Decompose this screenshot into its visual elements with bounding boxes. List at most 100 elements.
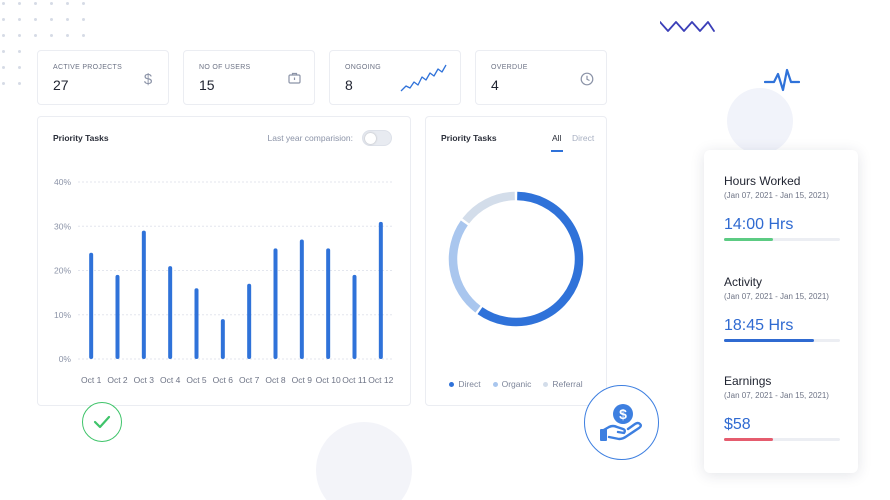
x-tick-label: Oct 10: [316, 375, 341, 385]
decorative-dot: [82, 34, 85, 37]
stat-value: 8: [345, 77, 353, 93]
bar: [89, 252, 94, 359]
section-value: 18:45 Hrs: [724, 317, 794, 334]
bar: [299, 239, 304, 359]
stat-card-users[interactable]: NO OF USERS 15: [183, 50, 315, 105]
legend-item: Referral: [543, 379, 583, 389]
bar: [352, 274, 357, 359]
decorative-dot: [18, 82, 21, 85]
decorative-dot: [50, 34, 53, 37]
decorative-dot: [2, 66, 5, 69]
decorative-dot: [2, 34, 5, 37]
summary-card: Hours Worked (Jan 07, 2021 - Jan 15, 202…: [704, 150, 858, 473]
progress-fill: [724, 438, 773, 441]
decorative-dot: [34, 2, 37, 5]
x-tick-label: Oct 8: [265, 375, 286, 385]
donut-slice-organic: [448, 220, 481, 313]
x-tick-label: Oct 9: [292, 375, 313, 385]
bar: [247, 283, 252, 359]
decorative-dot-grid: [2, 2, 92, 102]
x-tick-label: Oct 11: [342, 375, 367, 385]
money-hand-badge: $: [584, 385, 659, 460]
legend-item: Direct: [449, 379, 481, 389]
tab-all[interactable]: All: [552, 133, 562, 143]
y-tick-label: 10%: [54, 310, 71, 320]
section-date-range: (Jan 07, 2021 - Jan 15, 2021): [724, 391, 829, 400]
progress-track: [724, 339, 840, 342]
bar-chart: 0% 10% 20% 30% 40% Oct 1 Oct 2 Oct 3 Oct 4 Oct 5 O…: [54, 177, 394, 385]
progress-track: [724, 438, 840, 441]
decorative-dot: [2, 82, 5, 85]
comparison-label: Last year comparision:: [267, 133, 353, 143]
donut-chart: [448, 191, 584, 327]
bar: [220, 319, 225, 359]
check-icon: [93, 415, 111, 429]
progress-track: [724, 238, 840, 241]
wave-decoration-icon: [660, 21, 715, 32]
svg-text:$: $: [144, 71, 153, 87]
x-tick-label: Oct 6: [213, 375, 234, 385]
x-tick-label: Oct 7: [239, 375, 260, 385]
decorative-dot: [82, 2, 85, 5]
legend-swatch: [543, 381, 549, 387]
stat-card-active-projects[interactable]: ACTIVE PROJECTS 27 $: [37, 50, 169, 105]
x-tick-label: Oct 2: [107, 375, 128, 385]
dollar-icon: $: [144, 71, 153, 87]
hand-holding-dollar-icon: $: [599, 403, 642, 441]
decorative-dot: [82, 18, 85, 21]
stat-label: NO OF USERS: [199, 64, 251, 71]
donut-legend: Direct Organic Referral: [426, 379, 606, 389]
progress-fill: [724, 339, 815, 342]
progress-fill: [724, 238, 773, 241]
decorative-dot: [2, 18, 5, 21]
decorative-dot: [34, 18, 37, 21]
stat-label: OVERDUE: [491, 64, 528, 71]
decorative-dot: [18, 2, 21, 5]
trend-line-icon: [400, 64, 447, 92]
decorative-dot: [66, 18, 69, 21]
decorative-dot: [66, 34, 69, 37]
panel-title: Priority Tasks: [53, 133, 109, 143]
x-tick-label: Oct 5: [186, 375, 207, 385]
donut-slice-direct: [477, 191, 584, 327]
bar: [378, 221, 383, 359]
stat-value: 15: [199, 77, 215, 93]
stat-value: 4: [491, 77, 499, 93]
decorative-circle: [727, 88, 793, 154]
bar: [141, 230, 146, 359]
section-date-range: (Jan 07, 2021 - Jan 15, 2021): [724, 292, 829, 301]
legend-swatch: [449, 381, 455, 387]
decorative-dot: [18, 18, 21, 21]
panel-title: Priority Tasks: [441, 133, 497, 143]
stat-card-ongoing[interactable]: ONGOING 8: [329, 50, 461, 105]
section-title: Activity: [724, 275, 763, 289]
clock-icon: [580, 72, 594, 86]
stat-card-overdue[interactable]: OVERDUE 4: [475, 50, 607, 105]
decorative-dot: [50, 18, 53, 21]
section-date-range: (Jan 07, 2021 - Jan 15, 2021): [724, 191, 829, 200]
priority-tasks-donut-panel: Priority Tasks All Direct Direct Organic R…: [425, 116, 607, 406]
stat-label: ONGOING: [345, 64, 381, 71]
y-tick-label: 20%: [54, 266, 71, 276]
decorative-dot: [18, 50, 21, 53]
decorative-dot: [50, 2, 53, 5]
active-tab-underline: [551, 150, 563, 152]
section-value: $58: [724, 416, 751, 433]
y-tick-label: 0%: [59, 354, 72, 364]
legend-label: Direct: [458, 379, 481, 389]
decorative-dot: [18, 66, 21, 69]
section-title: Hours Worked: [724, 174, 801, 188]
donut-slice-referral: [462, 191, 516, 224]
decorative-dot: [2, 2, 5, 5]
x-tick-label: Oct 4: [160, 375, 181, 385]
x-tick-label: Oct 1: [81, 375, 102, 385]
svg-text:$: $: [619, 406, 627, 422]
tab-direct[interactable]: Direct: [572, 133, 595, 143]
x-tick-label: Oct 12: [368, 375, 393, 385]
bar: [326, 248, 331, 359]
decorative-circle: [316, 422, 412, 500]
last-year-comparison-toggle[interactable]: [362, 130, 392, 146]
decorative-dot: [2, 50, 5, 53]
legend-label: Referral: [552, 379, 583, 389]
bar: [273, 248, 278, 359]
